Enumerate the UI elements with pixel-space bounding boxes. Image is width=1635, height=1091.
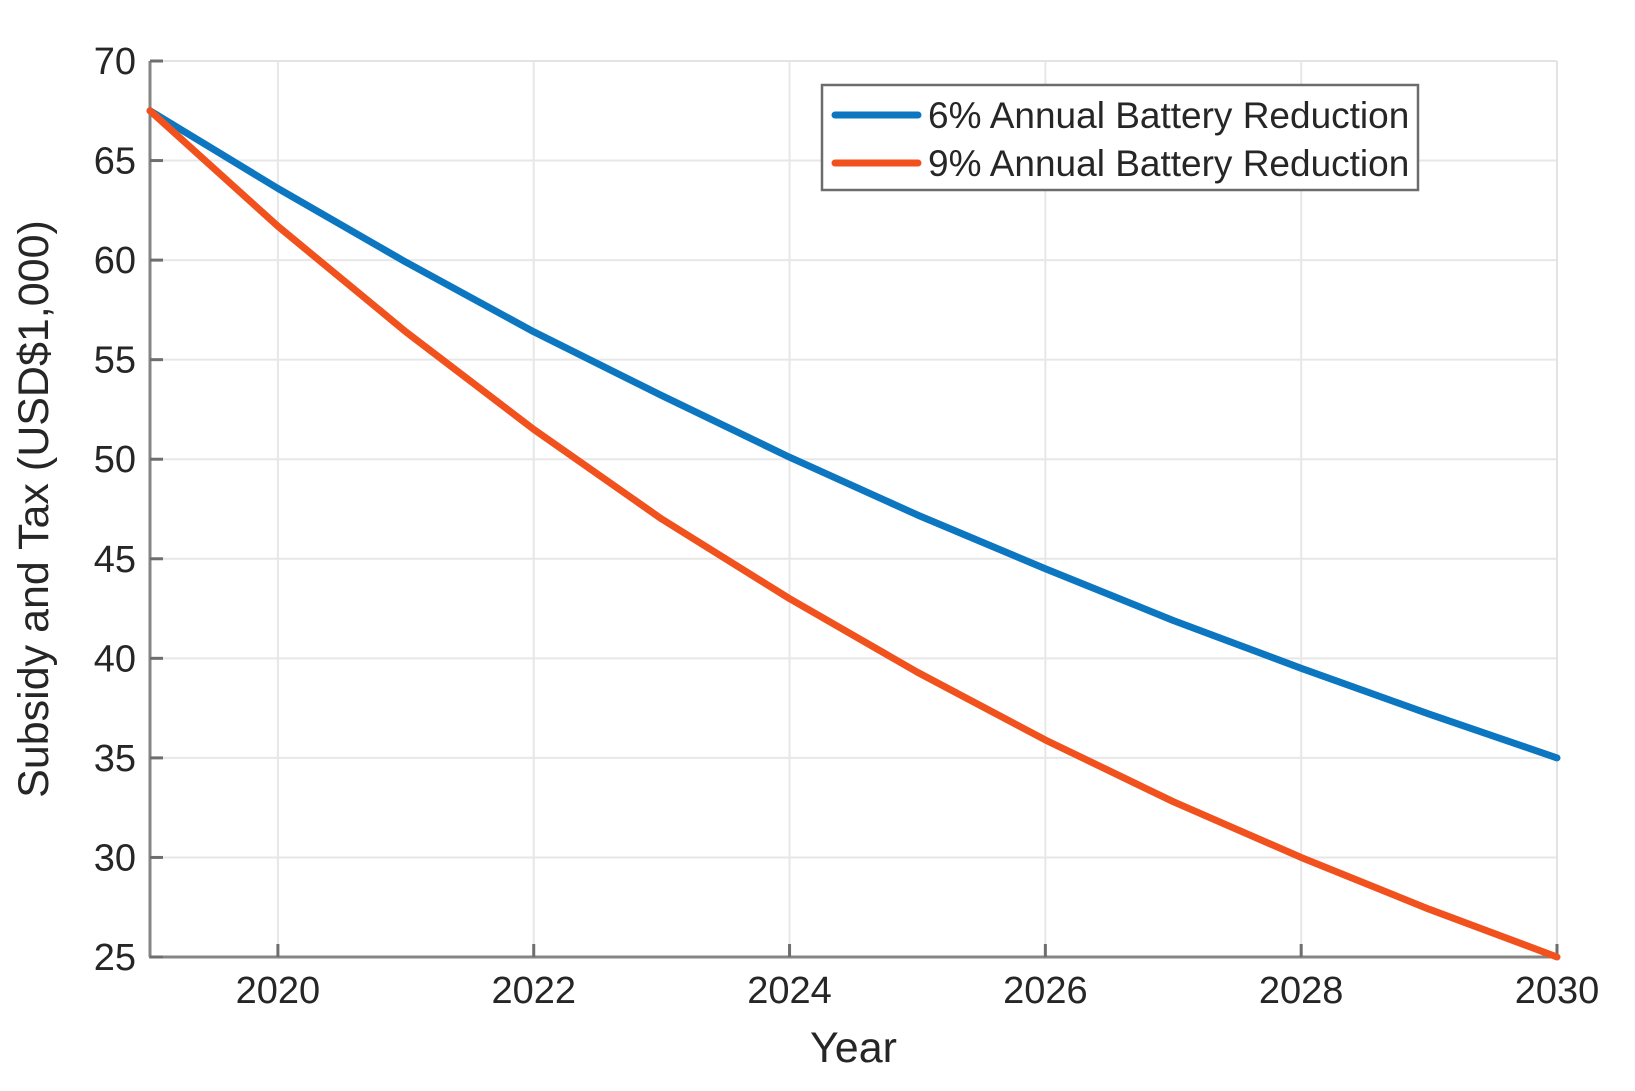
series-line-9pct [146,107,1561,961]
x-tick-label: 2020 [236,970,321,1012]
x-tick-label: 2030 [1515,970,1600,1012]
y-tick-label: 35 [94,738,136,780]
y-tick-label: 40 [94,638,136,680]
series-line-6pct [146,107,1561,762]
y-tick-label: 65 [94,141,136,183]
y-tick-label: 30 [94,837,136,879]
y-tick-label: 25 [94,937,136,979]
y-tick-label: 70 [94,41,136,83]
x-tick-label: 2022 [491,970,576,1012]
x-tick-label: 2024 [747,970,832,1012]
y-tick-label: 45 [94,539,136,581]
x-tick-label: 2026 [1003,970,1088,1012]
legend-label-6pct: 6% Annual Battery Reduction [928,95,1409,136]
legend-box [820,83,1420,192]
x-tick-label: 2028 [1259,970,1344,1012]
y-tick-label: 60 [94,240,136,282]
y-tick-label: 50 [94,439,136,481]
legend-label-9pct: 9% Annual Battery Reduction [928,143,1409,184]
y-tick-label: 55 [94,340,136,382]
x-axis-title: Year [810,1024,897,1072]
y-axis-title: Subsidy and Tax (USD$1,000) [10,220,58,798]
